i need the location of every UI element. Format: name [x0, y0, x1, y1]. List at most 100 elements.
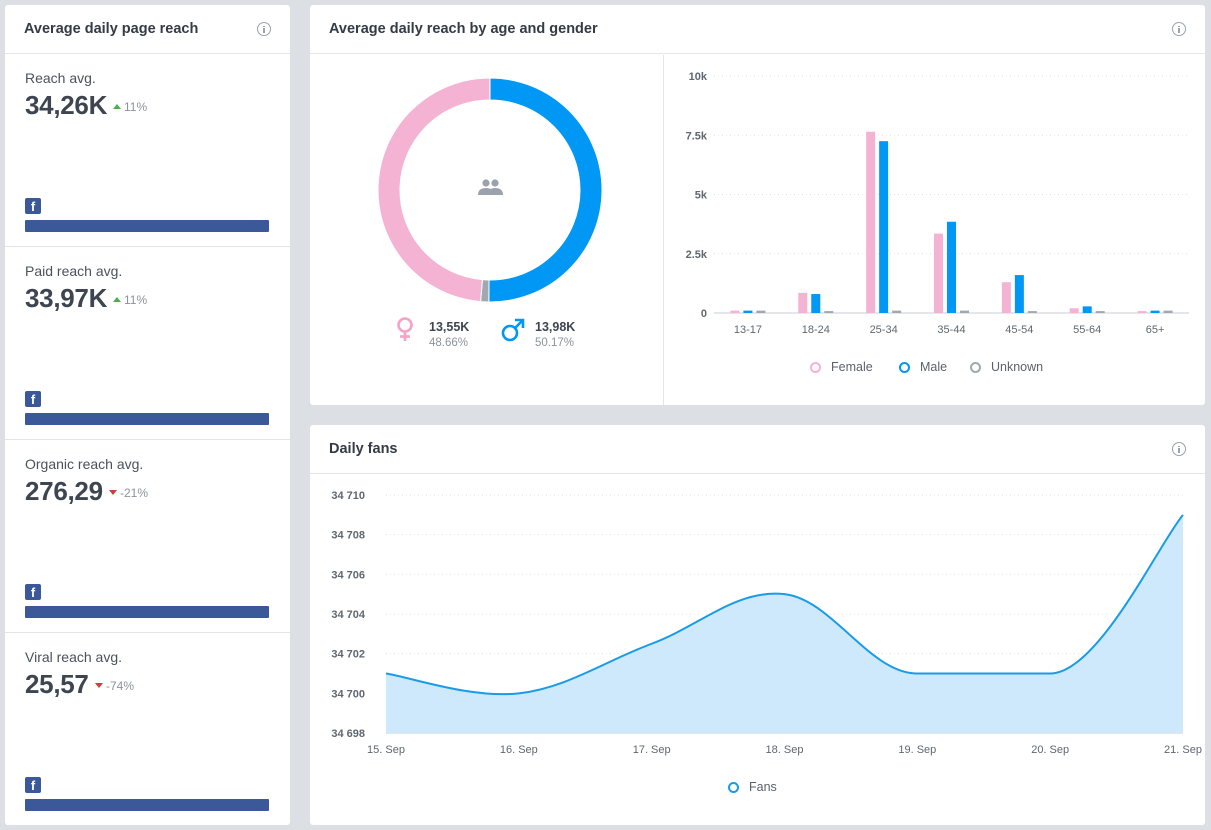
- fans-area-chart: 34 698 34 700 34 702 34 704 34 706 34 708 34 7…: [331, 490, 1202, 756]
- facebook-share-bar: [25, 413, 269, 425]
- bar-male[interactable]: [743, 310, 753, 313]
- metric-label: Viral reach avg.: [25, 649, 123, 665]
- bar-male[interactable]: [1150, 310, 1160, 313]
- bar-unknown[interactable]: [824, 311, 834, 313]
- bar-male[interactable]: [811, 294, 821, 313]
- bar-unknown[interactable]: [756, 310, 766, 313]
- bar-female[interactable]: [1069, 308, 1079, 313]
- bar-female[interactable]: [1001, 282, 1011, 313]
- metric-change-value: 11%: [124, 100, 148, 114]
- age-gender-card: Average daily reach by age and gender 13…: [310, 5, 1205, 405]
- y-tick-label: 7.5k: [686, 130, 708, 142]
- bar-unknown[interactable]: [1095, 311, 1105, 313]
- age-gender-header: Average daily reach by age and gender: [310, 5, 1205, 54]
- metric-value: 276,29: [25, 476, 103, 506]
- gender-donut-chart: [377, 77, 603, 303]
- facebook-icon: f: [25, 777, 41, 793]
- legend-label: Female: [831, 360, 873, 374]
- metric-change: 11%: [113, 100, 147, 114]
- bar-female[interactable]: [798, 292, 808, 313]
- y-tick-label: 34 710: [331, 490, 365, 502]
- info-icon[interactable]: [1172, 442, 1186, 456]
- metric-block: Viral reach avg. 25,57 -74% f: [5, 633, 290, 826]
- female-value: 13,55K: [429, 320, 470, 334]
- daily-fans-title: Daily fans: [329, 441, 398, 457]
- y-tick-label: 5k: [695, 190, 708, 202]
- bar-male[interactable]: [1082, 306, 1092, 313]
- y-tick-label: 34 700: [331, 688, 365, 700]
- legend-label: Male: [920, 360, 948, 374]
- legend-marker: [899, 361, 910, 373]
- male-icon: [501, 318, 525, 342]
- bar-male[interactable]: [947, 221, 956, 313]
- trend-up-icon: [113, 104, 121, 109]
- info-icon[interactable]: [257, 22, 271, 36]
- bar-unknown[interactable]: [892, 310, 902, 313]
- legend-item-male[interactable]: Male: [899, 360, 947, 374]
- facebook-share-bar: [25, 799, 269, 811]
- bar-unknown[interactable]: [960, 310, 969, 313]
- page-reach-header: Average daily page reach: [5, 5, 290, 54]
- metric-change-value: 11%: [124, 293, 148, 307]
- metric-block: Paid reach avg. 33,97K 11% f: [5, 247, 290, 440]
- donut-slice-male[interactable]: [488, 77, 603, 303]
- metric-value: 25,57: [25, 669, 89, 699]
- bar-unknown[interactable]: [1027, 311, 1037, 313]
- male-percent: 50.17%: [535, 337, 575, 349]
- legend-item-fans[interactable]: Fans: [728, 780, 777, 794]
- y-tick-label: 2.5k: [686, 249, 708, 261]
- bar-male[interactable]: [1014, 275, 1024, 313]
- male-value: 13,98K: [535, 320, 576, 334]
- metric-value: 33,97K: [25, 283, 108, 313]
- x-tick-label: 15. Sep: [367, 744, 405, 756]
- x-tick-label: 35-44: [937, 324, 965, 336]
- people-icon: [478, 179, 503, 195]
- metric-block: Organic reach avg. 276,29 -21% f: [5, 440, 290, 633]
- bar-female[interactable]: [866, 131, 876, 313]
- metric-change: -74%: [95, 679, 134, 693]
- facebook-share-bar: [25, 220, 269, 232]
- metric-label: Reach avg.: [25, 70, 96, 86]
- legend-marker: [810, 361, 821, 373]
- y-tick-label: 34 706: [331, 569, 365, 581]
- x-tick-label: 16. Sep: [500, 744, 538, 756]
- metric-value: 34,26K: [25, 90, 108, 120]
- legend-label: Unknown: [991, 360, 1044, 374]
- metric-label: Paid reach avg.: [25, 263, 123, 279]
- x-tick-label: 21. Sep: [1164, 744, 1202, 756]
- page-reach-card: Average daily page reach Reach avg. 34,26…: [5, 5, 290, 825]
- divider: [663, 55, 664, 405]
- x-tick-label: 25-34: [870, 324, 898, 336]
- facebook-icon: f: [25, 391, 41, 407]
- bar-female[interactable]: [1137, 311, 1147, 313]
- bar-male[interactable]: [879, 141, 889, 313]
- donut-slice-female[interactable]: [377, 77, 491, 303]
- y-tick-label: 34 704: [331, 609, 366, 621]
- trend-up-icon: [113, 297, 121, 302]
- x-tick-label: 18. Sep: [766, 744, 804, 756]
- metric-change: 11%: [113, 293, 147, 307]
- metric-change-value: -21%: [120, 486, 149, 500]
- fans-series-line[interactable]: [385, 514, 1184, 696]
- bar-female[interactable]: [730, 310, 740, 313]
- female-icon: [397, 317, 413, 341]
- trend-down-icon: [95, 683, 103, 688]
- daily-fans-header: Daily fans: [310, 425, 1205, 474]
- legend-label: Fans: [749, 780, 777, 794]
- bar-female[interactable]: [934, 233, 943, 313]
- metric-block: Reach avg. 34,26K 11% f: [5, 54, 290, 247]
- bar-unknown[interactable]: [1163, 310, 1173, 313]
- page-reach-title: Average daily page reach: [24, 21, 199, 37]
- metric-change-value: -74%: [106, 679, 135, 693]
- legend-item-female[interactable]: Female: [810, 360, 873, 374]
- legend-item-unknown[interactable]: Unknown: [970, 360, 1043, 374]
- x-tick-label: 20. Sep: [1031, 744, 1069, 756]
- metric-label: Organic reach avg.: [25, 456, 144, 472]
- info-icon[interactable]: [1172, 22, 1186, 36]
- trend-down-icon: [109, 490, 117, 495]
- y-tick-label: 34 702: [331, 649, 365, 661]
- y-tick-label: 10k: [689, 71, 708, 83]
- daily-fans-card: Daily fans 34 698 34 700 34 702 34 704 34 70…: [310, 425, 1205, 825]
- age-gender-title: Average daily reach by age and gender: [329, 21, 598, 37]
- x-tick-label: 19. Sep: [898, 744, 936, 756]
